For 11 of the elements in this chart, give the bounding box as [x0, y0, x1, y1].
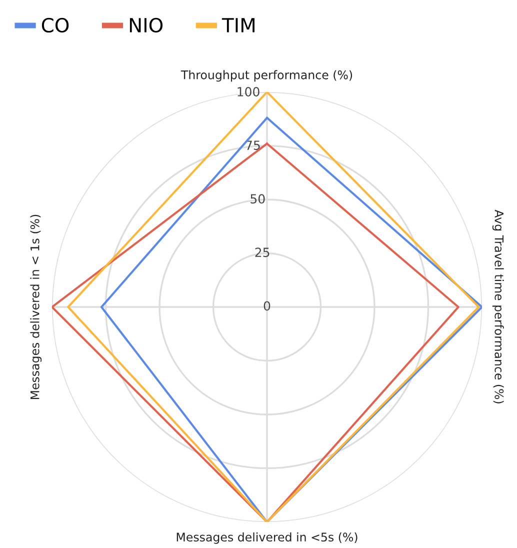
y-tick-label: 100 — [238, 87, 260, 96]
y-tick-label: 0 — [264, 301, 270, 311]
spoke-label: Avg Travel time performance (%) — [492, 210, 504, 404]
spoke-label: Messages delivered in < 1s (%) — [30, 214, 42, 400]
y-tick-label: 50 — [250, 194, 265, 204]
legend-label: NIO — [130, 18, 163, 33]
legend-label: CO — [42, 18, 69, 33]
y-tick-label: 25 — [255, 248, 270, 258]
spoke-label: Throughput performance (%) — [180, 70, 352, 82]
spoke-label: Messages delivered in <5s (%) — [176, 532, 358, 544]
legend-label: TIM — [222, 18, 254, 32]
